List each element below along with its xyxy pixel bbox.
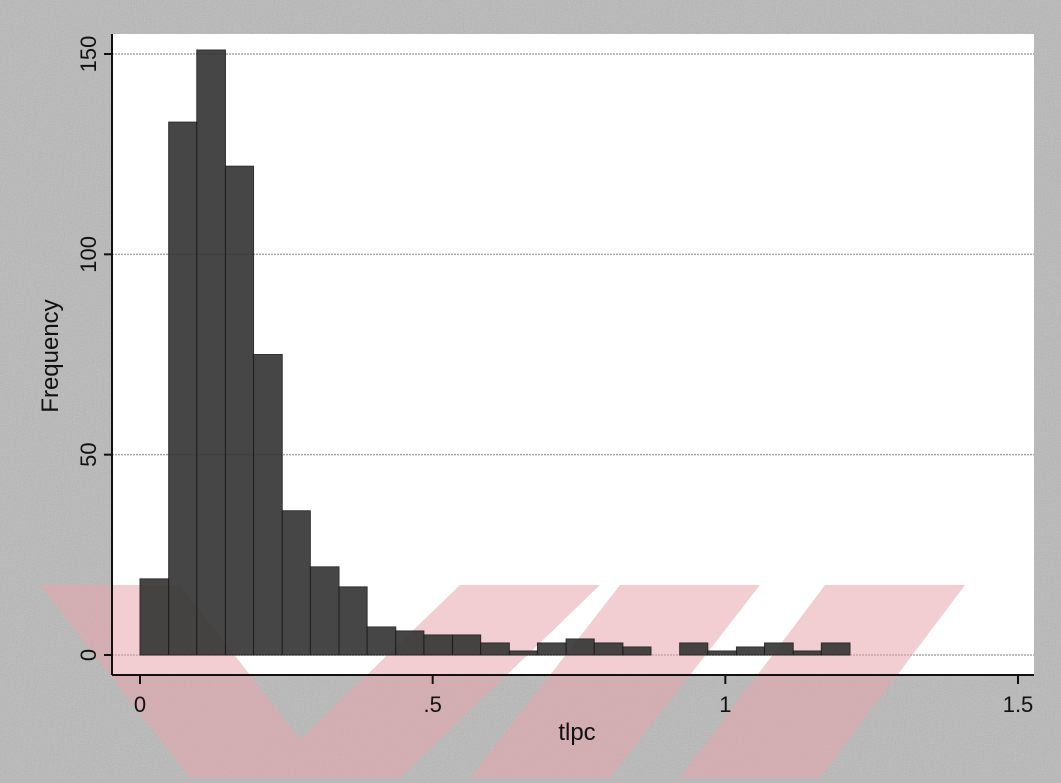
histogram-bar [338, 586, 368, 656]
histogram-bar [196, 49, 226, 656]
y-tick-label: 0 [76, 649, 101, 661]
x-tick-label: 0 [134, 692, 146, 717]
x-tick-label: .5 [423, 692, 441, 717]
histogram-bars [139, 49, 851, 656]
x-tick-label: 1.5 [1003, 692, 1034, 717]
histogram-bar [423, 634, 454, 656]
histogram-bar [139, 578, 170, 656]
axes [111, 34, 1034, 676]
histogram-bar [536, 642, 567, 656]
x-axis-label: tlpc [558, 719, 595, 746]
histogram-bar [735, 646, 766, 656]
y-axis-label: Frequency [37, 299, 64, 412]
histogram-bar [253, 354, 283, 656]
histogram-bar [764, 642, 794, 656]
histogram-bar [366, 626, 397, 656]
histogram-bar [820, 642, 851, 656]
x-tick-label: 1 [719, 692, 731, 717]
histogram-bar [508, 650, 538, 656]
histogram-bar [565, 638, 595, 656]
x-axis-ticks: 0 .5 1 1.5 [134, 675, 1033, 717]
histogram-bar [593, 642, 624, 656]
histogram-bar [452, 634, 482, 656]
y-tick-label: 50 [76, 442, 101, 466]
histogram-bar [395, 630, 425, 656]
histogram-bar [707, 650, 737, 656]
y-tick-label: 100 [76, 236, 101, 273]
histogram-bar [309, 566, 340, 656]
y-tick-label: 150 [76, 36, 101, 73]
histogram-bar [224, 165, 255, 656]
histogram-bar [679, 642, 709, 656]
histogram-bar [168, 121, 198, 656]
histogram-bar [792, 650, 822, 656]
y-axis-ticks: 0 50 100 150 [76, 36, 112, 661]
histogram-bar [480, 642, 510, 656]
histogram-bar [281, 510, 311, 656]
histogram-bar [622, 646, 652, 656]
